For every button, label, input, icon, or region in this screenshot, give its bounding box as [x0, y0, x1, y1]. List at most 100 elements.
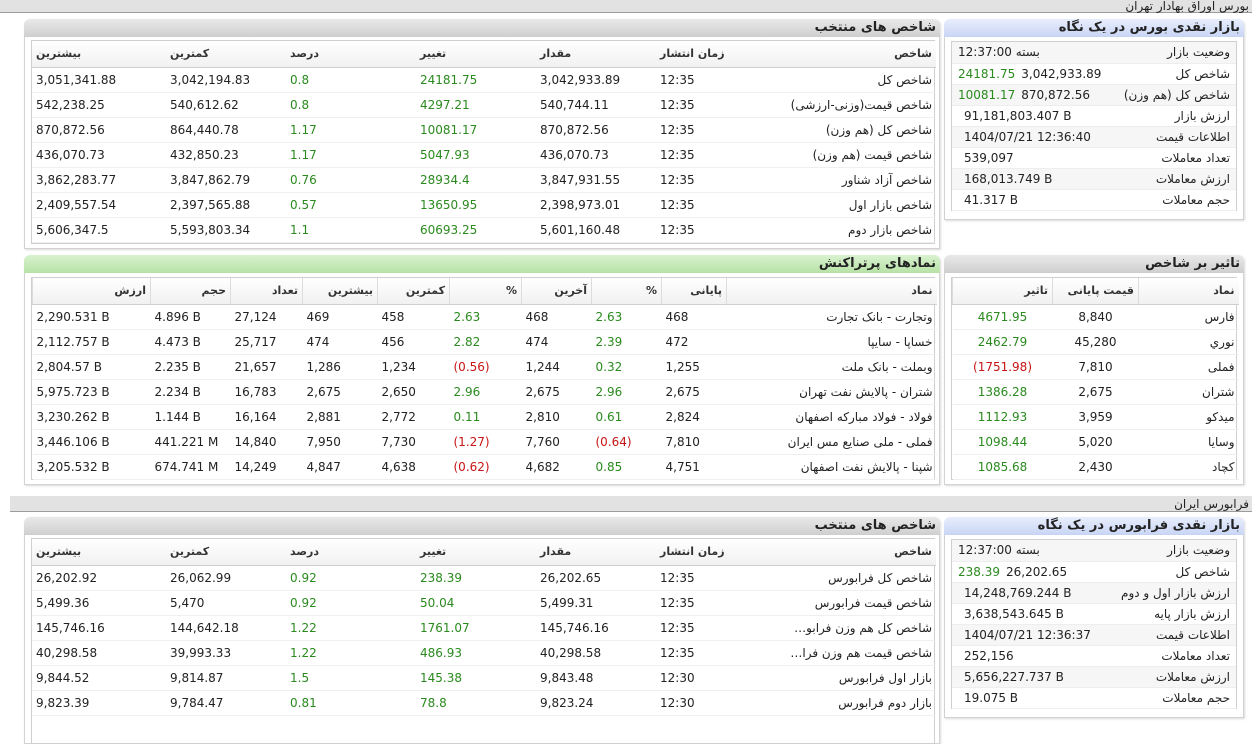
symbol-cell: 469 [302, 304, 378, 330]
bourse-indices-table: شاخص زمان انتشار مقدار تغییر درصد کمترین بیشتر… [32, 41, 936, 243]
index-cell: 12:35 [656, 142, 786, 168]
bourse-indices-header: شاخص های منتخب [24, 19, 940, 37]
index-cell: 870,872.56 [32, 117, 166, 143]
final-price: 3,959 [1052, 404, 1139, 430]
table-row[interactable]: شاخص کل 12:35 3,042,933.89 24181.75 0.8 3,042… [32, 67, 936, 93]
index-name: شاخص قیمت (هم وزن) [786, 142, 936, 168]
table-row[interactable]: شاخص کل هم وزن فرابورس 12:35 145,746.16 176… [32, 615, 936, 641]
index-cell: 9,843.48 [536, 665, 656, 691]
index-cell: 12:35 [656, 192, 786, 218]
impact-value: 1112.93 [952, 404, 1053, 430]
glance-change: 10081.17 [958, 87, 1016, 102]
glance-label: اطلاعات قیمت [1106, 126, 1236, 148]
symbol-cell: 456 [377, 329, 450, 355]
glance-label: اطلاعات قیمت [1106, 624, 1236, 646]
table-row[interactable]: وبملت - بانک ملت 1,255 0.32 1,244 (0.56) 1,23… [32, 354, 937, 380]
index-cell: 145,746.16 [32, 615, 166, 641]
symbol-name[interactable]: شتران [1138, 379, 1239, 405]
impact-table: نماد قیمت پایانی تاثیر فارس 8,840 4671.95 نوري… [952, 278, 1239, 480]
table-row[interactable]: شاخص قیمت هم وزن فرابو... 12:35 40,298.58 4… [32, 640, 936, 666]
column-header: تغییر [416, 41, 536, 68]
table-row[interactable]: کچاد 2,430 1085.68 [952, 454, 1239, 480]
glance-value: بسته 12:37:00 [952, 42, 1106, 64]
index-cell: 12:35 [656, 590, 786, 616]
glance-value: 91,181,803.407 B [952, 105, 1106, 127]
index-cell: 39,993.33 [166, 640, 286, 666]
glance-row: وضعیت بازار بسته 12:37:00 [952, 540, 1236, 562]
glance-value: 1404/07/21 12:36:37 [952, 624, 1106, 646]
table-row[interactable]: شتران 2,675 1386.28 [952, 379, 1239, 405]
index-cell: 9,784.47 [166, 690, 286, 716]
table-row[interactable]: بازار اول فرابورس 12:30 9,843.48 145.38 1.5 9… [32, 665, 936, 691]
symbol-cell: 2.82 [449, 329, 522, 355]
index-cell: 432,850.23 [166, 142, 286, 168]
table-row[interactable]: شاخص کل فرابورس 12:35 26,202.65 238.39 0.92 2… [32, 565, 936, 591]
impact-value: 1085.68 [952, 454, 1053, 480]
glance-value: 5,656,227.737 B [952, 666, 1106, 688]
symbol-name[interactable]: میدکو [1138, 404, 1239, 430]
glance-label: وضعیت بازار [1106, 540, 1236, 562]
index-cell: 1.5 [286, 665, 416, 691]
symbol-name[interactable]: وتجارت - بانک تجارت [726, 304, 937, 330]
index-cell: 436,070.73 [32, 142, 166, 168]
index-cell: 145,746.16 [536, 615, 656, 641]
symbol-cell: 2.63 [591, 304, 662, 330]
symbol-name[interactable]: نوري [1138, 329, 1239, 355]
table-row[interactable]: شاخص بازار اول 12:35 2,398,973.01 13650.95 0… [32, 192, 936, 218]
table-row[interactable]: شاخص قیمت فرابورس 12:35 5,499.31 50.04 0.92 5… [32, 590, 936, 616]
symbol-name[interactable]: فولاد - فولاد مبارکه اصفهان [726, 404, 937, 430]
symbol-name[interactable]: کچاد [1138, 454, 1239, 480]
index-cell: 144,642.18 [166, 615, 286, 641]
glance-row: حجم معاملات 41.317 B [952, 189, 1236, 211]
index-cell: 1761.07 [416, 615, 536, 641]
symbol-cell: 4,751 [661, 454, 727, 480]
index-cell: 12:35 [656, 167, 786, 193]
table-row[interactable]: فملی - ملی صنایع مس ایران 7,810 (0.64) 7,76… [32, 429, 937, 455]
table-row[interactable]: فولاد - فولاد مبارکه اصفهان 2,824 0.61 2,81… [32, 404, 937, 430]
symbol-name[interactable]: وبملت - بانک ملت [726, 354, 937, 380]
table-row[interactable]: شاخص قیمت (هم وزن) 12:35 436,070.73 5047.93… [32, 142, 936, 168]
table-row[interactable]: فملی 7,810 (1751.98) [952, 354, 1239, 380]
symbol-name[interactable]: شتران - پالایش نفت تهران [726, 379, 937, 405]
table-row[interactable]: وسایا 5,020 1098.44 [952, 429, 1239, 455]
symbol-cell: 4,682 [521, 454, 592, 480]
table-row[interactable]: فارس 8,840 4671.95 [952, 304, 1239, 330]
table-row[interactable]: نوري 45,280 2462.79 [952, 329, 1239, 355]
index-cell: 12:35 [656, 92, 786, 118]
glance-label: حجم معاملات [1106, 189, 1236, 211]
glance-value-text: 3,638,543.645 B [964, 606, 1064, 621]
column-header: تغییر [416, 539, 536, 566]
index-name: شاخص قیمت هم وزن فرابو... [786, 640, 936, 666]
table-row[interactable]: بازار دوم فرابورس 12:30 9,823.24 78.8 0.81 9,… [32, 690, 936, 716]
index-cell: 5,499.31 [536, 590, 656, 616]
index-cell: 24181.75 [416, 67, 536, 93]
index-cell: 540,612.62 [166, 92, 286, 118]
index-name: شاخص قیمت فرابورس [786, 590, 936, 616]
index-name: شاخص کل فرابورس [786, 565, 936, 591]
symbol-name[interactable]: فملی - ملی صنایع مس ایران [726, 429, 937, 455]
table-row[interactable]: شاخص قیمت(وزنی-ارزشی) 12:35 540,744.11 4297… [32, 92, 936, 118]
final-price: 2,675 [1052, 379, 1139, 405]
symbol-cell: 1,244 [521, 354, 592, 380]
glance-value-text: 26,202.65 [1006, 564, 1068, 579]
index-name: شاخص آزاد شناور [786, 167, 936, 193]
glance-value: 19.075 B [952, 687, 1106, 709]
table-row[interactable]: میدکو 3,959 1112.93 [952, 404, 1239, 430]
symbol-name[interactable]: خساپا - سایپا [726, 329, 937, 355]
symbol-name[interactable]: شپنا - پالایش نفت اصفهان [726, 454, 937, 480]
index-cell: 2,397,565.88 [166, 192, 286, 218]
table-row[interactable]: شتران - پالایش نفت تهران 2,675 2.96 2,675 2.… [32, 379, 937, 405]
table-row[interactable]: خساپا - سایپا 472 2.39 474 2.82 456 474 25,717 4… [32, 329, 937, 355]
table-row[interactable]: شاخص کل (هم وزن) 12:35 870,872.56 10081.17 1… [32, 117, 936, 143]
symbol-cell: 3,205.532 B [32, 454, 151, 480]
glance-value-text: 91,181,803.407 B [964, 108, 1072, 123]
table-row[interactable]: وتجارت - بانک تجارت 468 2.63 468 2.63 458 469 2… [32, 304, 937, 330]
symbol-name[interactable]: فملی [1138, 354, 1239, 380]
symbol-cell: 7,810 [661, 429, 727, 455]
table-row[interactable]: شپنا - پالایش نفت اصفهان 4,751 0.85 4,682 (0… [32, 454, 937, 480]
symbol-name[interactable]: وسایا [1138, 429, 1239, 455]
table-row[interactable]: شاخص بازار دوم 12:35 5,601,160.48 60693.25 1… [32, 217, 936, 243]
column-header: درصد [286, 41, 416, 68]
table-row[interactable]: شاخص آزاد شناور 12:35 3,847,931.55 28934.4 0… [32, 167, 936, 193]
symbol-name[interactable]: فارس [1138, 304, 1239, 330]
